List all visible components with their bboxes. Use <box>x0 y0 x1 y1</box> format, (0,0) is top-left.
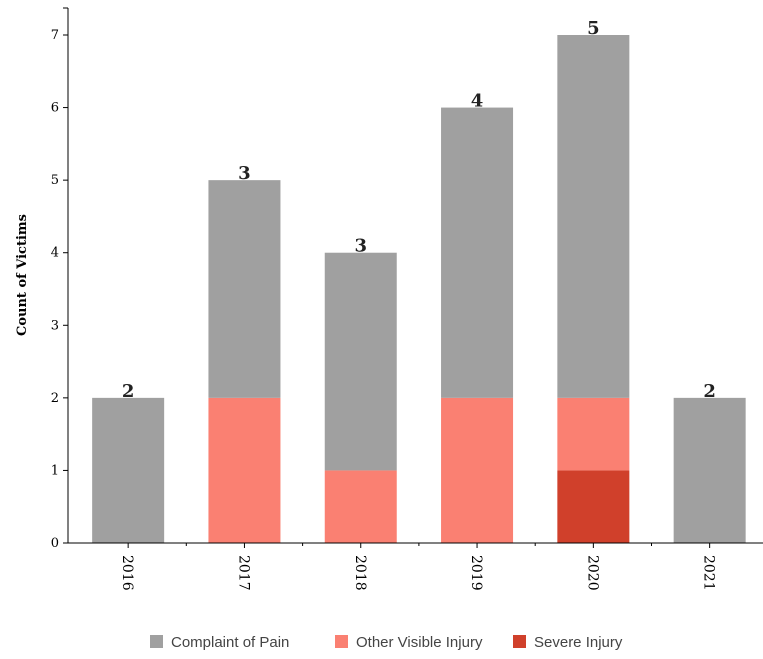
y-tick-label: 2 <box>51 391 59 406</box>
y-tick-label: 7 <box>51 28 59 43</box>
y-tick-label: 3 <box>51 318 59 333</box>
y-axis-ticks: 0 1 2 3 4 5 6 7 <box>51 7 68 551</box>
y-tick-label: 6 <box>51 101 59 116</box>
legend-swatch <box>513 635 526 648</box>
x-tick-label: 2019 <box>468 555 484 591</box>
x-tick-label: 2017 <box>235 555 251 591</box>
legend-label: Severe Injury <box>534 634 623 651</box>
legend-label: Complaint of Pain <box>171 634 289 651</box>
bar-segment <box>557 470 630 543</box>
y-axis-title: Count of Victims <box>15 214 30 336</box>
bar-segment <box>557 35 630 398</box>
bar-segment <box>673 397 746 543</box>
bar-segment <box>92 397 165 543</box>
legend: Complaint of Pain Other Visible Injury Sev… <box>150 634 623 651</box>
y-tick-label: 1 <box>51 463 59 478</box>
y-tick-label: 0 <box>51 536 59 551</box>
legend-swatch <box>150 635 163 648</box>
bar-data-label: 3 <box>354 236 367 257</box>
x-axis-ticks: 2016 2017 2018 2019 2020 2021 <box>119 543 717 591</box>
bar-segment <box>208 180 281 398</box>
bar-segment <box>557 397 630 471</box>
legend-swatch <box>335 635 348 648</box>
x-tick-label: 2018 <box>352 555 368 591</box>
y-tick-label: 4 <box>51 246 59 261</box>
x-tick-label: 2021 <box>701 555 717 591</box>
bar-data-label: 5 <box>587 18 600 39</box>
bar-data-label: 2 <box>122 381 135 402</box>
legend-label: Other Visible Injury <box>356 634 483 651</box>
bar-segment <box>324 252 397 471</box>
bar-segment <box>441 107 514 398</box>
bar-segment <box>324 470 397 543</box>
plot-area: 22313241152 <box>92 18 746 543</box>
bar-segment <box>208 397 281 543</box>
bar-segment <box>441 397 514 543</box>
bar-data-label: 3 <box>238 163 251 184</box>
bar-data-label: 4 <box>471 91 484 112</box>
x-tick-label: 2016 <box>119 555 135 591</box>
x-tick-label: 2020 <box>584 555 600 591</box>
bar-data-label: 2 <box>703 381 716 402</box>
y-tick-label: 5 <box>51 173 59 188</box>
